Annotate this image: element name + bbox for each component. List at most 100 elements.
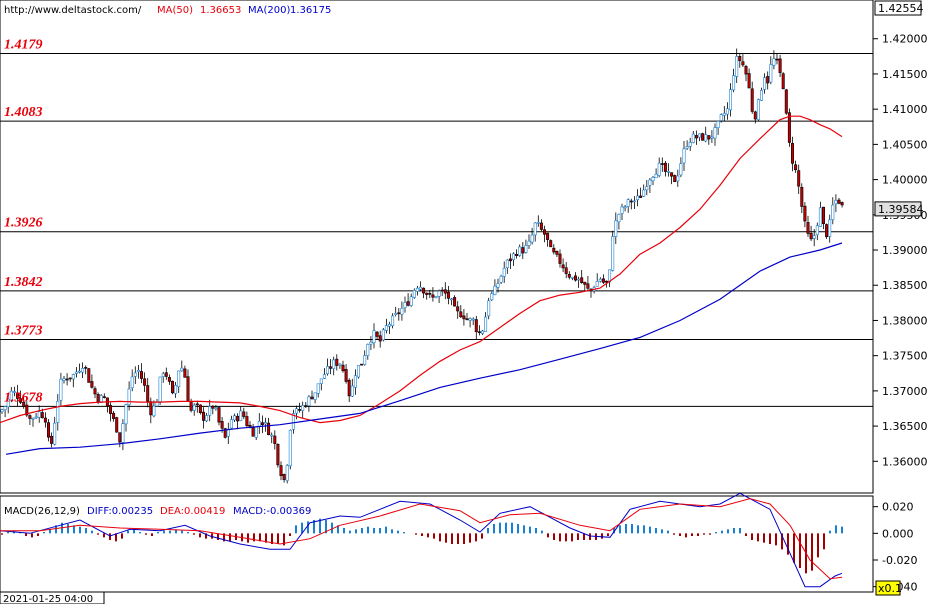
candle-down: [787, 112, 791, 143]
candle-up: [257, 420, 261, 427]
candle-up: [322, 374, 326, 379]
time-label: 2021-01-25 04:00: [3, 594, 93, 604]
candle-down: [428, 292, 432, 295]
candle-down: [521, 247, 525, 254]
candle-up: [484, 316, 488, 332]
candle-down: [797, 170, 801, 187]
price-tick-label: 1.39000: [882, 244, 928, 257]
candle-down: [474, 319, 478, 333]
candle-up: [409, 296, 413, 306]
candle-up: [301, 405, 305, 411]
candle-up: [369, 341, 373, 345]
candle-down: [670, 172, 674, 177]
candle-down: [508, 258, 512, 262]
candle-down: [397, 312, 401, 315]
candle-down: [140, 371, 144, 379]
candle-down: [459, 311, 463, 318]
candle-up: [174, 385, 178, 394]
candle-up: [487, 300, 491, 317]
candle-up: [363, 355, 367, 366]
candle-up: [34, 416, 38, 419]
candle-down: [344, 369, 348, 382]
candle-up: [471, 318, 475, 321]
candle-up: [496, 283, 500, 288]
candle-up: [533, 222, 537, 236]
candle-up: [332, 359, 336, 369]
candle-down: [25, 404, 29, 416]
candle-down: [43, 417, 47, 423]
candle-down: [223, 428, 227, 438]
price-tick-label: 1.40500: [882, 138, 928, 151]
candle-down: [406, 301, 410, 306]
macd-tick-label: 0.020: [882, 501, 914, 514]
candle-up: [685, 146, 689, 149]
level-label: 1.3842: [4, 275, 43, 290]
price-panel: [0, 0, 874, 494]
candle-up: [31, 417, 35, 420]
candle-up: [617, 214, 621, 223]
candle-up: [812, 235, 816, 239]
candle-down: [211, 405, 215, 409]
candle-down: [825, 224, 829, 238]
candle-up: [12, 391, 16, 393]
candle-up: [688, 142, 692, 147]
candle-down: [462, 315, 466, 320]
candle-up: [391, 315, 395, 327]
candle-down: [242, 411, 246, 417]
candle-up: [728, 89, 732, 111]
candle-down: [663, 162, 667, 172]
candle-down: [747, 73, 751, 89]
macd-panel: [0, 495, 874, 593]
candle-up: [763, 77, 767, 90]
candle-up: [831, 204, 835, 220]
candle-down: [183, 368, 187, 378]
candle-up: [270, 434, 274, 437]
candle-up: [214, 407, 218, 410]
price-tick-label: 1.38000: [882, 314, 928, 327]
candle-down: [260, 422, 264, 425]
top-value-box: [874, 0, 922, 16]
candle-up: [6, 398, 10, 408]
candle-up: [725, 108, 729, 115]
candle-down: [440, 289, 444, 292]
candle-up: [288, 429, 292, 467]
candle-down: [68, 377, 72, 380]
level-label: 1.4083: [4, 105, 43, 120]
candle-up: [620, 206, 624, 214]
candle-up: [78, 370, 82, 373]
candle-up: [53, 422, 57, 445]
candle-up: [577, 278, 581, 281]
candle-up: [229, 419, 233, 429]
candle-up: [356, 365, 360, 378]
candle-up: [353, 375, 357, 388]
price-tick-label: 1.41500: [882, 68, 928, 81]
price-axis: 1.42000 1.41500 1.41000 1.40500 1.40000 1.395…: [873, 33, 928, 468]
candle-up: [651, 177, 655, 182]
candle-up: [657, 162, 661, 176]
candle-up: [56, 400, 60, 423]
time-box: [0, 591, 105, 604]
candle-down: [790, 143, 794, 164]
candle-down: [251, 427, 255, 437]
candle-down: [304, 405, 308, 407]
candle-down: [279, 465, 283, 476]
candle-down: [694, 135, 698, 139]
candle-down: [561, 264, 565, 269]
candle-down: [149, 401, 153, 416]
candle-down: [750, 88, 754, 112]
candle-down: [167, 377, 171, 382]
candle-down: [96, 394, 100, 402]
candle-down: [195, 403, 199, 406]
candle-down: [273, 435, 277, 444]
candle-down: [425, 292, 429, 295]
candle-down: [341, 364, 345, 372]
candle-up: [623, 206, 627, 209]
macd-diff-label: DIFF:0.00235: [87, 506, 153, 517]
candle-down: [347, 379, 351, 397]
candle-up: [769, 64, 773, 83]
candle-down: [549, 240, 553, 248]
candle-up: [626, 199, 630, 207]
price-tick-label: 1.40000: [882, 174, 928, 187]
candle-up: [74, 371, 78, 374]
